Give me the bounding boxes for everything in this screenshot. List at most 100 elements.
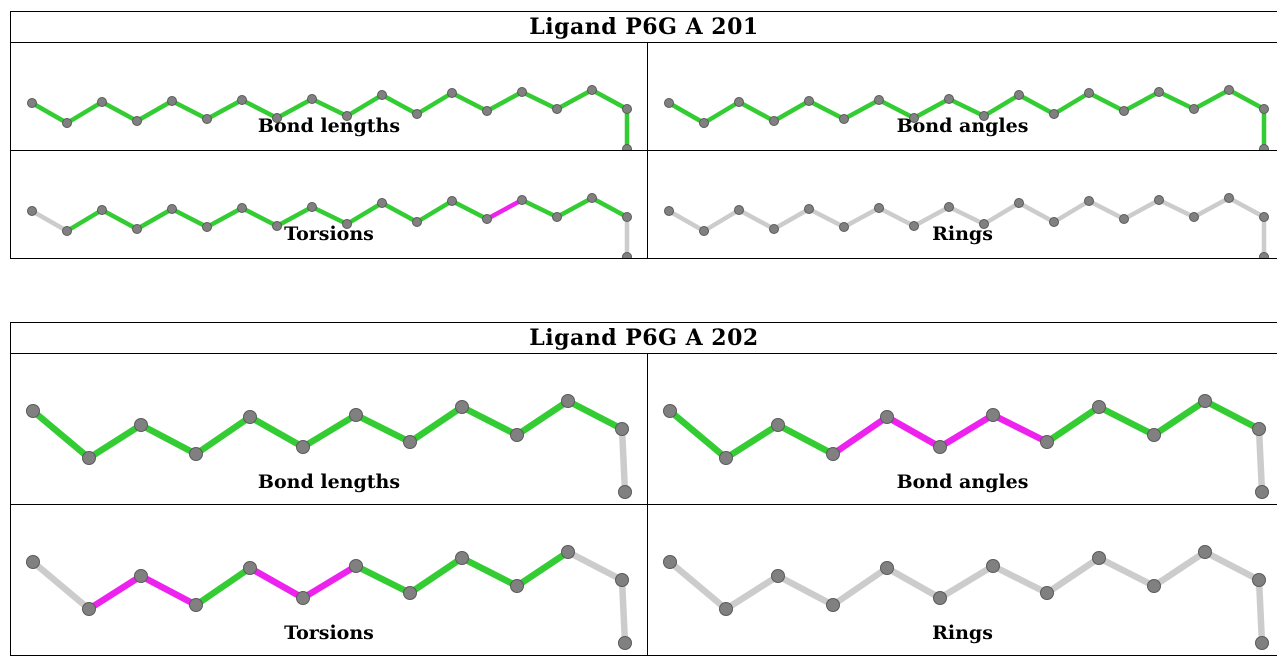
ligand-title: Ligand P6G A 202 <box>11 323 1277 354</box>
atom-6 <box>237 95 247 105</box>
panel-row-bottom: Torsions Rings <box>11 151 1277 259</box>
bond-4 <box>883 413 944 451</box>
atom-4 <box>167 204 177 214</box>
atom-2 <box>734 205 744 215</box>
atom-18 <box>622 252 632 258</box>
bond-9 <box>344 92 385 119</box>
bond-3 <box>134 206 175 232</box>
bond-16 <box>589 87 630 112</box>
atom-6 <box>874 95 884 105</box>
bond-9 <box>513 397 572 439</box>
bond-10 <box>379 200 420 225</box>
atom-9 <box>510 579 524 593</box>
bond-0 <box>29 558 93 613</box>
atom-9 <box>342 111 352 121</box>
bond-15 <box>1191 195 1232 220</box>
atom-6 <box>986 559 1000 573</box>
atom-8 <box>1092 400 1106 414</box>
bond-1 <box>701 99 742 126</box>
atom-13 <box>482 106 492 116</box>
bond-2 <box>774 572 837 609</box>
bond-6 <box>989 562 1051 597</box>
atom-4 <box>880 410 894 424</box>
atom-5 <box>202 222 212 232</box>
atom-17 <box>1259 212 1269 222</box>
atom-11 <box>615 422 629 436</box>
bond-5 <box>936 411 997 451</box>
atom-12 <box>447 88 457 98</box>
atom-7 <box>909 113 919 123</box>
atom-11 <box>1252 422 1266 436</box>
atom-11 <box>1049 217 1059 227</box>
panel-label: Rings <box>932 622 993 644</box>
atom-12 <box>1084 88 1094 98</box>
bond-0 <box>29 407 93 462</box>
bond-3 <box>192 564 254 609</box>
atom-1 <box>719 451 733 465</box>
ligand-title: Ligand P6G A 201 <box>11 12 1277 43</box>
bond-11 <box>414 198 455 225</box>
bond-1 <box>701 207 742 234</box>
panel-torsions: Torsions <box>11 151 648 258</box>
atom-2 <box>97 205 107 215</box>
atom-16 <box>587 193 597 203</box>
bond-10 <box>1201 397 1263 433</box>
atom-1 <box>699 226 709 236</box>
bond-0 <box>666 208 707 234</box>
atom-14 <box>1154 87 1164 97</box>
bond-13 <box>484 89 525 114</box>
atom-10 <box>561 545 575 559</box>
atom-14 <box>517 87 527 97</box>
bond-0 <box>29 208 70 234</box>
atom-5 <box>296 440 310 454</box>
atom-0 <box>664 98 674 108</box>
bond-2 <box>99 207 140 232</box>
bond-11 <box>1255 576 1266 647</box>
molecule-diagram <box>664 85 1269 150</box>
bond-5 <box>299 562 360 602</box>
atom-1 <box>82 602 96 616</box>
atom-3 <box>189 447 203 461</box>
atom-10 <box>1198 545 1212 559</box>
bond-10 <box>379 92 420 117</box>
atom-10 <box>1014 90 1024 100</box>
bond-4 <box>169 206 210 230</box>
atom-0 <box>663 404 677 418</box>
atom-15 <box>552 212 562 222</box>
bond-7 <box>274 204 315 229</box>
atom-9 <box>342 219 352 229</box>
bond-3 <box>829 564 891 609</box>
bond-14 <box>519 197 560 220</box>
atom-5 <box>839 222 849 232</box>
atom-5 <box>839 114 849 124</box>
atom-7 <box>403 586 417 600</box>
bond-9 <box>1150 397 1209 439</box>
bond-2 <box>736 99 777 124</box>
atom-1 <box>82 451 96 465</box>
bond-10 <box>1016 92 1057 117</box>
bond-12 <box>449 90 490 114</box>
bond-6 <box>876 97 917 121</box>
bond-15 <box>554 87 595 112</box>
bond-8 <box>458 554 521 590</box>
atom-7 <box>272 113 282 123</box>
panel-label: Bond angles <box>896 115 1029 137</box>
atom-16 <box>587 85 597 95</box>
atom-11 <box>1049 109 1059 119</box>
molecule-diagram <box>26 545 632 650</box>
atom-7 <box>1040 435 1054 449</box>
bond-5 <box>299 411 360 451</box>
bond-11 <box>414 90 455 117</box>
atom-15 <box>1189 212 1199 222</box>
atom-6 <box>986 408 1000 422</box>
bond-3 <box>771 206 812 232</box>
atom-8 <box>944 202 954 212</box>
bond-0 <box>666 100 707 126</box>
atom-17 <box>622 104 632 114</box>
bond-12 <box>1086 90 1127 114</box>
panel-bond-angles: Bond angles <box>648 43 1277 150</box>
panel-label: Rings <box>932 223 993 245</box>
atom-0 <box>26 555 40 569</box>
bond-7 <box>274 96 315 121</box>
atom-9 <box>1147 579 1161 593</box>
